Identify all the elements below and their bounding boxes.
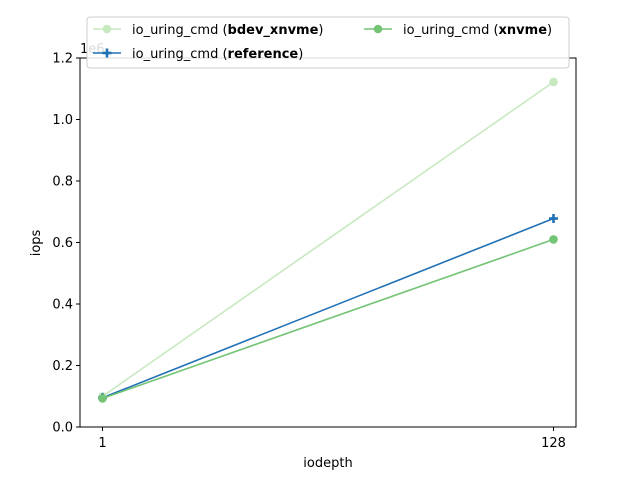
data-point-xnvme: [98, 394, 107, 403]
y-tick-label: 0.2: [52, 359, 73, 374]
plot-area: [80, 58, 576, 427]
series-lines: [102, 81, 554, 400]
series-markers: [98, 77, 558, 403]
data-point-reference: [549, 214, 558, 224]
data-point-xnvme: [549, 235, 558, 244]
legend-box: [86, 16, 570, 69]
series-line-reference: [102, 217, 554, 399]
x-tick-label: 1: [98, 436, 106, 451]
legend-label: io_uring_cmd (reference): [132, 47, 303, 62]
y-axis-label: iops: [29, 229, 44, 256]
y-tick-label: 1.2: [52, 52, 73, 67]
legend-entry-xnvme: io_uring_cmd (xnvme): [364, 23, 552, 38]
legend-entry-bdev-xnvme: io_uring_cmd (bdev_xnvme): [93, 23, 324, 38]
legend-label: io_uring_cmd (bdev_xnvme): [132, 23, 324, 38]
legend-marker-swatch: [102, 48, 112, 58]
y-tick-label: 0.0: [52, 421, 73, 436]
series-line-bdev-xnvme: [102, 81, 554, 397]
x-axis-label: iodepth: [303, 456, 352, 471]
data-point-bdev-xnvme: [549, 77, 558, 87]
legend-entry-reference: io_uring_cmd (reference): [93, 47, 303, 62]
series-line-xnvme: [102, 238, 554, 400]
legend-label: io_uring_cmd (xnvme): [403, 23, 552, 38]
legend-marker-swatch: [373, 24, 383, 34]
y-tick-label: 0.8: [52, 175, 73, 190]
x-tick-label: 128: [541, 436, 566, 451]
x-axis-ticks: 1 128: [98, 427, 566, 451]
legend: io_uring_cmd (bdev_xnvme) io_uring_cmd (r…: [86, 16, 570, 69]
y-tick-label: 0.4: [52, 298, 73, 313]
y-tick-label: 1.0: [52, 113, 73, 128]
legend-marker-swatch: [102, 24, 112, 34]
y-tick-label: 0.6: [52, 236, 73, 251]
y-axis-ticks: 0.0 0.2 0.4 0.6 0.8 1.0 1.2: [52, 52, 80, 436]
